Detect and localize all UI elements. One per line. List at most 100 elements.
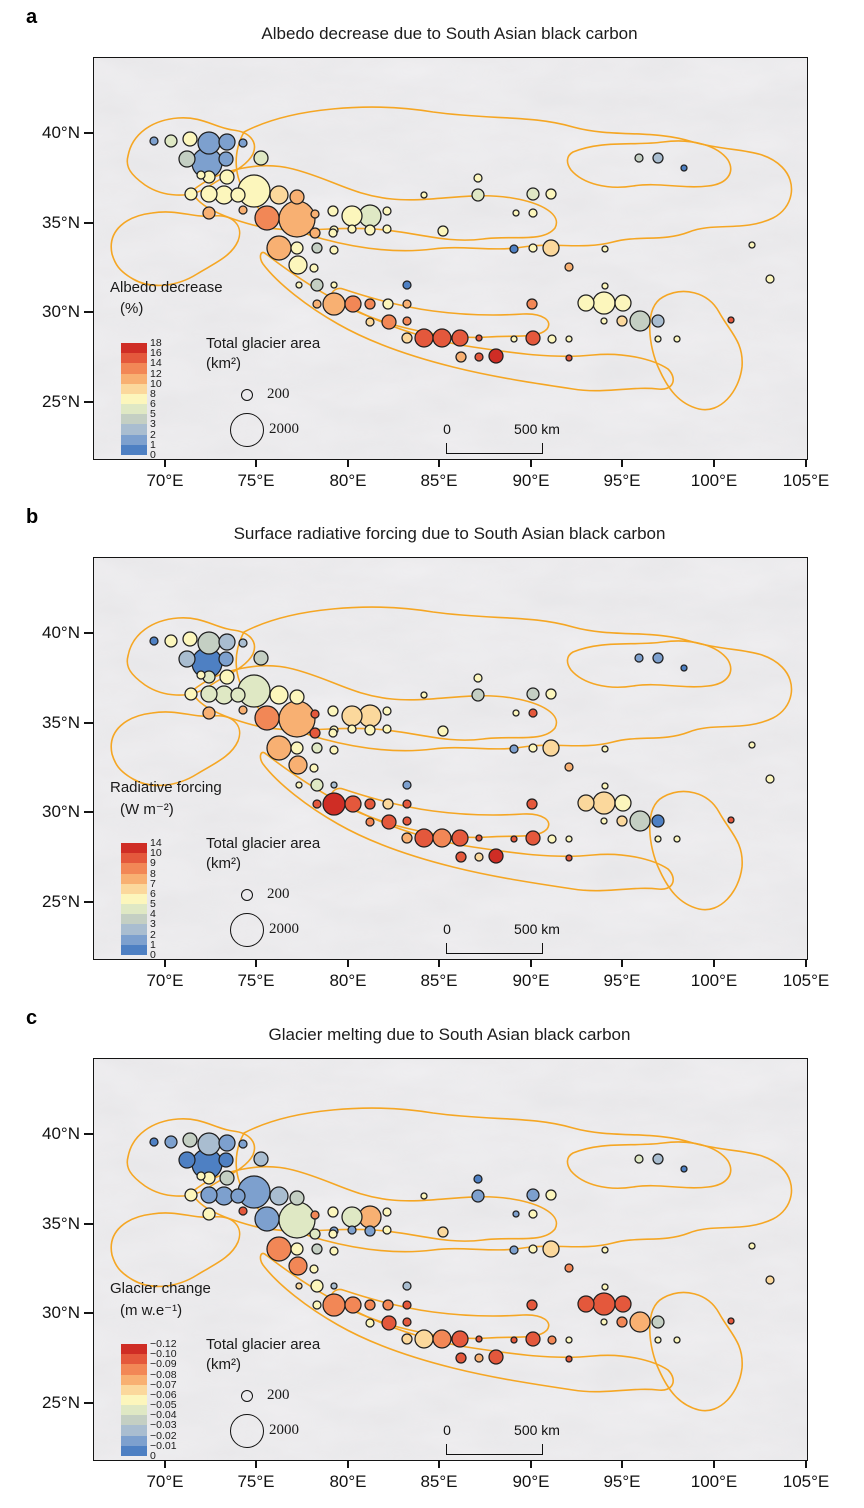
scalebar-zero: 0 [443, 1422, 451, 1438]
glacier-bubble [322, 292, 346, 316]
glacier-bubble [197, 631, 221, 655]
size-legend-unit: (km²) [206, 1356, 241, 1373]
size-legend-circle-large [230, 913, 264, 947]
glacier-bubble [309, 1264, 319, 1274]
panel-title: Surface radiative forcing due to South A… [233, 524, 666, 543]
x-axis-label: 70°E [146, 971, 184, 990]
color-legend-unit: (W m⁻²) [120, 801, 174, 818]
glacier-bubble [432, 828, 452, 848]
colorbar-tick-label: 0 [150, 449, 156, 461]
x-axis-tick [164, 1460, 166, 1468]
size-legend-circle-small [241, 1390, 253, 1402]
glacier-bubble [347, 224, 357, 234]
glacier-bubble [238, 138, 248, 148]
glacier-bubble [253, 1151, 269, 1167]
glacier-bubble [601, 1246, 609, 1254]
x-axis-label: 95°E [603, 471, 641, 490]
glacier-bubble [330, 1282, 338, 1290]
panel-b: b Surface radiative forcing due to South… [0, 500, 864, 1000]
colorbar-segment [121, 853, 147, 864]
colorbar-segment [121, 434, 147, 445]
glacier-bubbles [149, 631, 775, 864]
glacier-bubble [402, 280, 412, 290]
x-axis-label: 90°E [512, 971, 550, 990]
glacier-bubble [420, 191, 428, 199]
glacier-bubble [614, 794, 632, 812]
glacier-bubble [164, 1135, 178, 1149]
glacier-bubble [629, 310, 651, 332]
glacier-bubble [218, 651, 234, 667]
glacier-bubble [512, 209, 520, 217]
glacier-bubble [727, 816, 735, 824]
glacier-bubble [651, 814, 665, 828]
glacier-bubble [196, 1171, 206, 1181]
glacier-bubble [402, 1300, 412, 1310]
colorbar-tick-label: 12 [150, 367, 162, 380]
glacier-bubble [200, 1186, 218, 1204]
x-axis-label: 95°E [603, 971, 641, 990]
glacier-bubble [381, 814, 397, 830]
x-axis-tick [530, 459, 532, 467]
glacier-bubble [432, 328, 452, 348]
glacier-bubble [196, 670, 206, 680]
colorbar-segment [121, 424, 147, 435]
x-axis-label: 90°E [512, 1472, 550, 1491]
glacier-bubble [765, 274, 775, 284]
size-legend-value-large: 2000 [269, 421, 299, 437]
glacier-bubble [547, 834, 557, 844]
glacier-bubble [196, 170, 206, 180]
glacier-bubble [149, 136, 159, 146]
glacier-bubble [565, 835, 573, 843]
glacier-bubble [364, 1299, 376, 1311]
region-outline [235, 606, 793, 752]
glacier-bubble [565, 335, 573, 343]
glacier-bubble [765, 1275, 775, 1285]
colorbar-segment [121, 393, 147, 405]
size-legend-value-large: 2000 [269, 1422, 299, 1438]
map-canvas [94, 1059, 807, 1460]
glacier-bubble [475, 1335, 483, 1343]
glacier-bubble [577, 294, 595, 312]
colorbar-tick-label: 6 [150, 398, 156, 411]
colorbar-tick-label: 14 [150, 837, 162, 849]
y-axis-tick [84, 1312, 93, 1314]
glacier-bubble [601, 745, 609, 753]
region-outline [648, 790, 743, 911]
size-legend-value-small: 200 [267, 1387, 290, 1403]
map-area: Glacier change (m w.e⁻¹) Total glacier a… [93, 1058, 808, 1461]
color-legend-title: Radiative forcing [110, 779, 222, 796]
glacier-bubble [547, 1335, 557, 1345]
colorbar-segment [121, 353, 147, 364]
glacier-bubble [629, 810, 651, 832]
glacier-bubble [238, 1206, 248, 1216]
color-legend-title: Glacier change [110, 1280, 211, 1297]
y-axis-label: 35°N [42, 213, 80, 232]
glacier-bubble [295, 1282, 303, 1290]
glacier-bubble [601, 282, 609, 290]
glacier-bubble [545, 188, 557, 200]
size-legend-unit: (km²) [206, 855, 241, 872]
region-outline [110, 1212, 241, 1288]
glacier-bubble [182, 1132, 198, 1148]
glacier-bubble [310, 278, 324, 292]
glacier-bubble [488, 1349, 504, 1365]
size-legend-unit: (km²) [206, 355, 241, 372]
glacier-bubble [310, 209, 320, 219]
colorbar-segment [121, 914, 147, 925]
glacier-bubble [565, 354, 573, 362]
colorbar-tick-label: 18 [150, 337, 162, 349]
glacier-bubble [364, 224, 376, 236]
region-outline [566, 140, 732, 189]
glacier-bubble [614, 1295, 632, 1313]
glacier-bubble [312, 1300, 322, 1310]
x-axis-tick [164, 959, 166, 967]
glacier-bubble [542, 739, 560, 757]
glacier-bubble [214, 685, 234, 705]
size-legend-value-small: 200 [267, 886, 290, 902]
glacier-bubble [238, 705, 248, 715]
glacier-bubble [382, 1207, 392, 1217]
glacier-bubble [600, 317, 608, 325]
glacier-bubble [344, 795, 362, 813]
glacier-bubble [184, 687, 198, 701]
panel-c: c Glacier melting due to South Asian bla… [0, 1001, 864, 1508]
